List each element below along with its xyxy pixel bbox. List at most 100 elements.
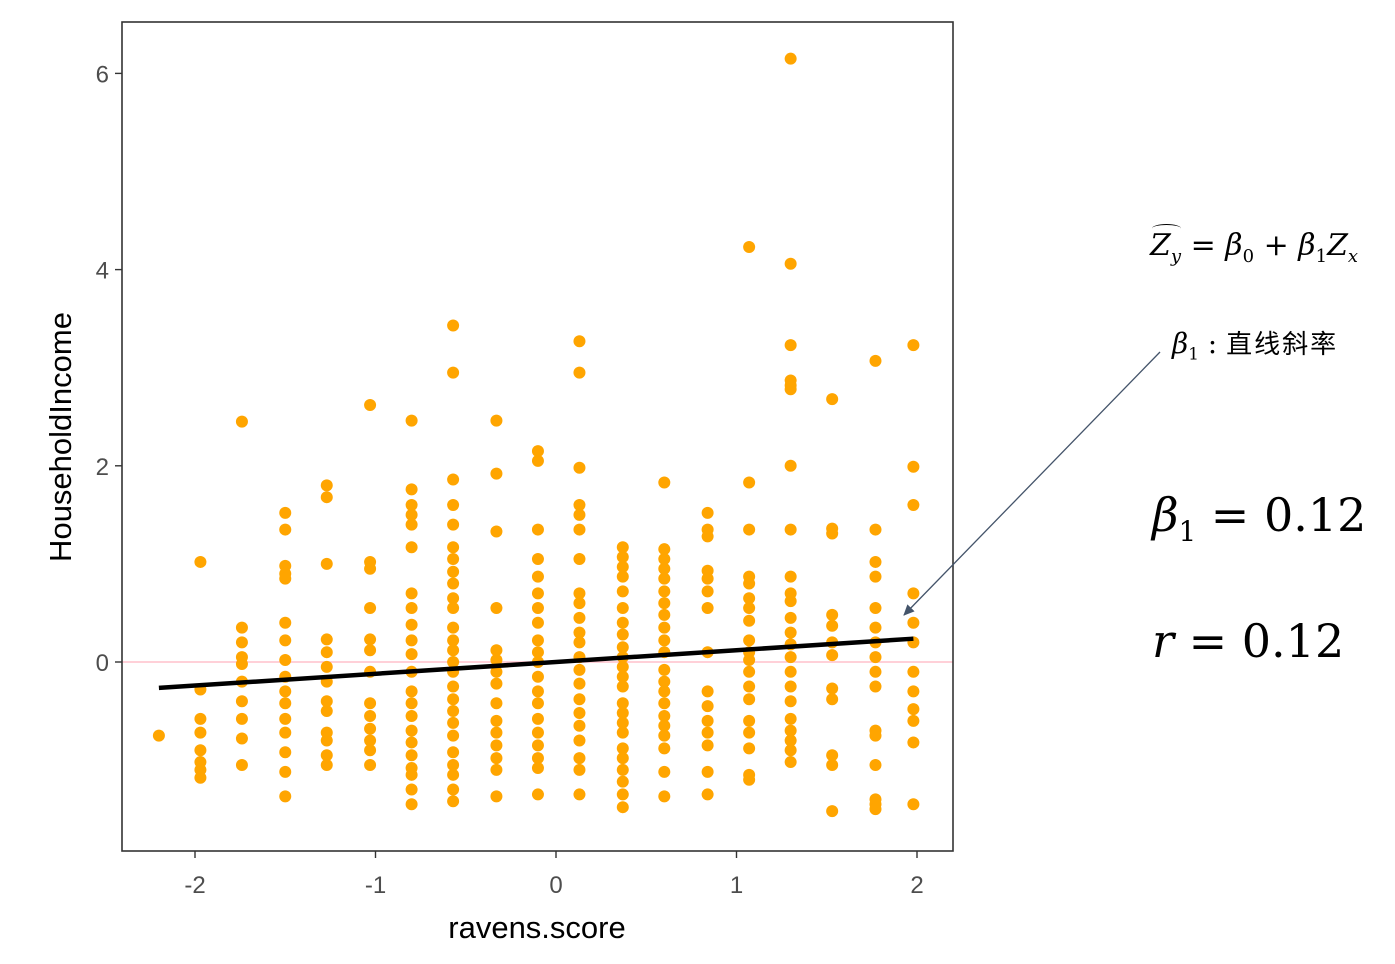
data-point [573, 335, 586, 348]
data-point [907, 499, 920, 512]
x-tick-label: -2 [184, 872, 205, 899]
data-point [405, 736, 418, 749]
data-point [320, 759, 333, 772]
data-point [364, 709, 377, 722]
data-point [490, 752, 503, 765]
data-point [743, 523, 756, 536]
data-point [447, 716, 460, 729]
x-tick-label: 1 [730, 872, 743, 899]
data-point [616, 602, 629, 615]
data-point [364, 722, 377, 735]
r-value: r = 0.12 [1152, 614, 1345, 668]
slope-note: β1 : 直线斜率 [1172, 327, 1339, 364]
data-point [784, 595, 797, 608]
data-point [826, 682, 839, 695]
data-point [701, 685, 714, 698]
data-point [447, 634, 460, 647]
data-point [364, 744, 377, 757]
data-point [784, 339, 797, 352]
data-point [490, 726, 503, 739]
data-point [658, 585, 671, 598]
data-point [743, 654, 756, 667]
data-point [490, 602, 503, 615]
data-point [573, 719, 586, 732]
data-point [784, 651, 797, 664]
data-point [531, 712, 544, 725]
data-point [279, 790, 292, 803]
data-point [701, 765, 714, 778]
data-point [826, 393, 839, 406]
data-point [573, 587, 586, 600]
regression-equation: Zy = β0 + β1Zx [1150, 224, 1359, 267]
data-point [743, 726, 756, 739]
data-point [405, 541, 418, 554]
data-point [531, 761, 544, 774]
data-point [869, 680, 882, 693]
data-point [616, 641, 629, 654]
data-point [869, 651, 882, 664]
data-point [279, 765, 292, 778]
data-point [573, 734, 586, 747]
data-point [194, 771, 207, 784]
data-point [743, 634, 756, 647]
data-point [320, 557, 333, 570]
data-point [616, 775, 629, 788]
data-point [743, 476, 756, 489]
data-point [573, 508, 586, 521]
data-point [279, 616, 292, 629]
x-axis-label: ravens.score [448, 910, 625, 945]
data-point [447, 592, 460, 605]
data-point [573, 707, 586, 720]
data-point [364, 644, 377, 657]
data-point [826, 759, 839, 772]
data-point [531, 752, 544, 765]
data-point [616, 670, 629, 683]
data-point [531, 454, 544, 467]
data-point [447, 644, 460, 657]
data-point [743, 241, 756, 254]
data-point [194, 712, 207, 725]
data-point [784, 680, 797, 693]
data-point [405, 602, 418, 615]
data-point [447, 602, 460, 615]
data-point [701, 602, 714, 615]
data-point [658, 685, 671, 698]
beta-value: β1 = 0.12 [1152, 488, 1367, 549]
data-point [907, 587, 920, 600]
data-point [320, 695, 333, 708]
data-point [447, 729, 460, 742]
data-point [531, 788, 544, 801]
data-point [447, 795, 460, 808]
data-point [784, 459, 797, 472]
data-point [658, 790, 671, 803]
data-point [784, 724, 797, 737]
data-point [320, 633, 333, 646]
data-point [616, 716, 629, 729]
data-point [152, 729, 165, 742]
data-point [194, 555, 207, 568]
data-point [364, 759, 377, 772]
data-point [194, 744, 207, 757]
x-tick-label: 0 [549, 872, 562, 899]
data-point [826, 693, 839, 706]
data-point [743, 680, 756, 693]
data-point [405, 783, 418, 796]
data-point [235, 415, 248, 428]
data-point [235, 657, 248, 670]
data-point [447, 656, 460, 668]
data-point [531, 552, 544, 565]
data-point [784, 756, 797, 769]
data-point [658, 742, 671, 755]
data-point [490, 525, 503, 538]
data-point [320, 705, 333, 718]
data-point [531, 523, 544, 536]
data-point [784, 665, 797, 678]
data-point [658, 597, 671, 610]
data-point [616, 707, 629, 720]
data-point [490, 414, 503, 427]
data-point [658, 476, 671, 489]
data-point [405, 634, 418, 647]
data-point [907, 616, 920, 629]
data-point [490, 763, 503, 776]
